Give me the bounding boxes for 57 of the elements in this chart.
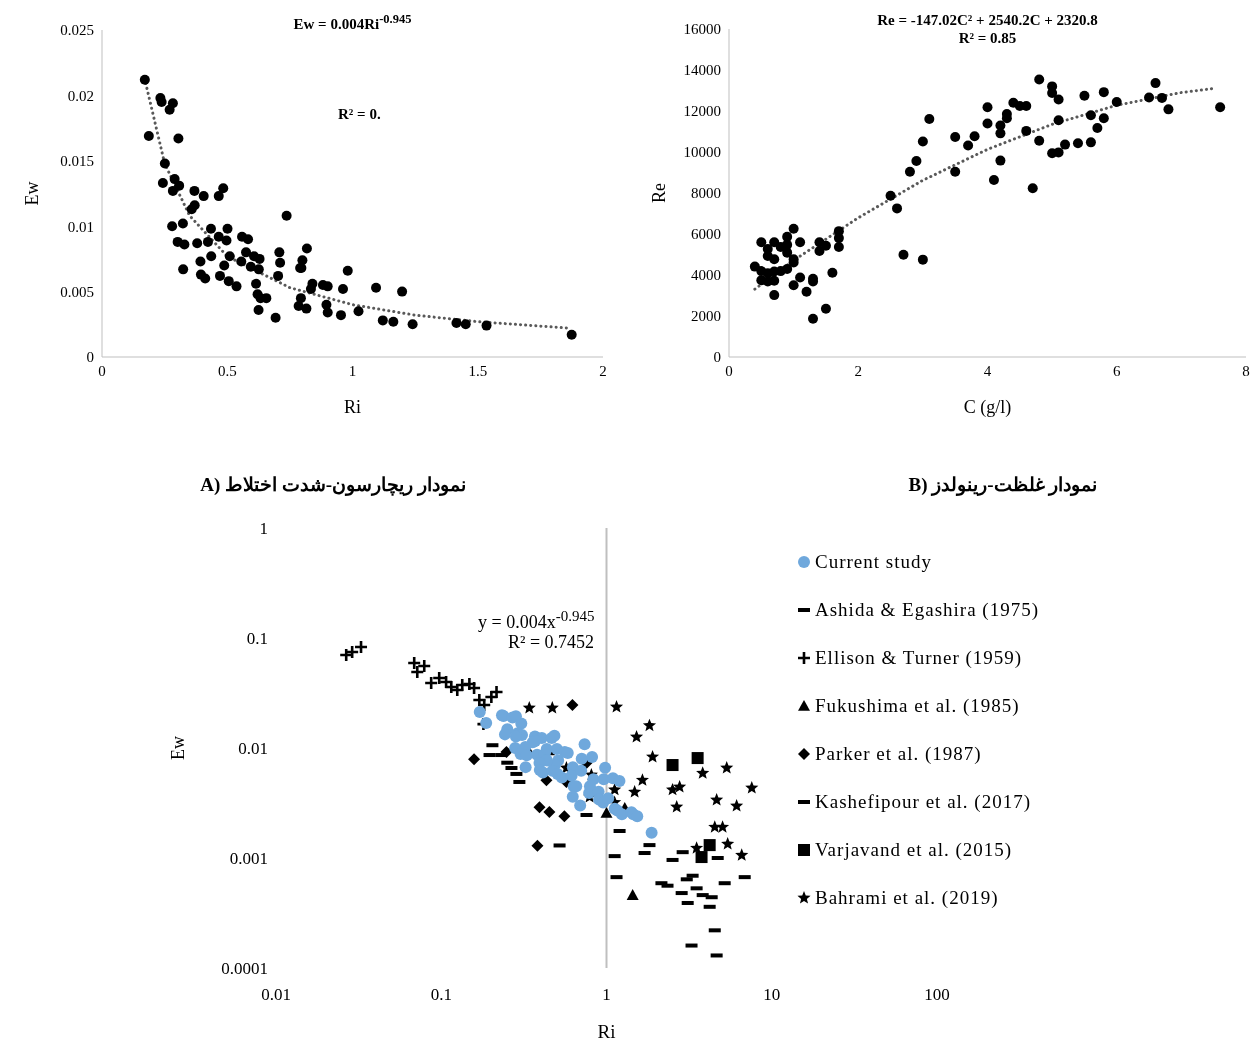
y-tick-label: 0.0001 xyxy=(221,959,268,979)
y-axis-title: Ew xyxy=(22,181,43,206)
y-tick-label: 0.01 xyxy=(238,739,268,759)
y-tick-label: 0 xyxy=(713,349,721,366)
y-tick-label: 0.005 xyxy=(60,283,94,300)
y-axis-title: Re xyxy=(649,182,670,203)
y-tick-label: 10000 xyxy=(683,144,721,161)
x-tick-label: 10 xyxy=(763,985,781,1005)
y-tick-label: 8000 xyxy=(691,185,721,202)
y-tick-label: 16000 xyxy=(683,21,721,38)
legend-label: Fukushima et al. (1985) xyxy=(815,695,1020,717)
y-tick-label: 12000 xyxy=(683,103,721,120)
legend-label: Parker et al. (1987) xyxy=(815,743,982,765)
y-tick-label: 0 xyxy=(86,349,94,366)
y-tick-label: 0.025 xyxy=(60,22,94,39)
y-tick-label: 4000 xyxy=(691,267,721,284)
y-tick-label: 0.1 xyxy=(246,629,268,649)
text: B) نمودار غلظت-رینولدز xyxy=(907,473,1099,496)
x-tick-label: 2 xyxy=(854,362,862,379)
x-tick-label: 6 xyxy=(1113,362,1121,379)
y-tick-label: 1 xyxy=(259,519,268,539)
x-tick-label: 4 xyxy=(983,362,992,379)
legend-label: Ashida & Egashira (1975) xyxy=(815,599,1039,621)
x-tick-label: 100 xyxy=(924,985,950,1005)
legend-label: Ellison & Turner (1959) xyxy=(815,647,1023,669)
legend-label: Kashefipour et al. (2017) xyxy=(815,791,1031,813)
x-tick-label: 2 xyxy=(599,362,607,379)
x-tick-label: 1 xyxy=(602,985,611,1005)
x-tick-label: 0.1 xyxy=(430,985,452,1005)
text: A) نمودار ریچارسون-شدت اختلاط xyxy=(199,473,467,496)
x-tick-label: 0.01 xyxy=(261,985,291,1005)
y-axis-title: Ew xyxy=(168,736,189,760)
y-tick-label: 0.02 xyxy=(67,87,94,104)
x-tick-label: 0 xyxy=(98,362,106,379)
y-tick-label: 0.015 xyxy=(60,153,94,170)
y-tick-label: 2000 xyxy=(691,308,721,325)
chart-subtitle: R² = 0.85 xyxy=(957,30,1018,47)
x-axis-title: Ri xyxy=(597,1021,616,1042)
annotation: y = 0.004x$^{-0.945}$ xyxy=(478,608,595,633)
annotation: R² = 0.7452 xyxy=(508,632,595,653)
y-tick-label: 0.001 xyxy=(229,849,268,869)
legend-label: Bahrami et al. (2019) xyxy=(815,887,999,909)
x-tick-label: 1.5 xyxy=(468,362,488,379)
x-tick-label: 0 xyxy=(725,362,733,379)
legend-label: Varjavand et al. (2015) xyxy=(815,839,1013,861)
x-axis-title: C (g/l) xyxy=(963,397,1012,418)
annotation: R² = 0. xyxy=(338,106,381,123)
y-tick-label: 6000 xyxy=(691,226,721,243)
chart-title: Ew = 0.004Ri$^{-0.945}$ xyxy=(292,12,413,33)
y-tick-label: 14000 xyxy=(683,62,721,79)
chart-title: Re = -147.02C² + 2540.2C + 2320.8 xyxy=(876,12,1099,29)
x-tick-label: 1 xyxy=(348,362,357,379)
x-tick-label: 0.5 xyxy=(217,362,237,379)
x-tick-label: 8 xyxy=(1242,362,1250,379)
x-axis-title: Ri xyxy=(343,397,362,417)
y-tick-label: 0.01 xyxy=(67,218,94,235)
legend-label: Current study xyxy=(815,551,932,573)
